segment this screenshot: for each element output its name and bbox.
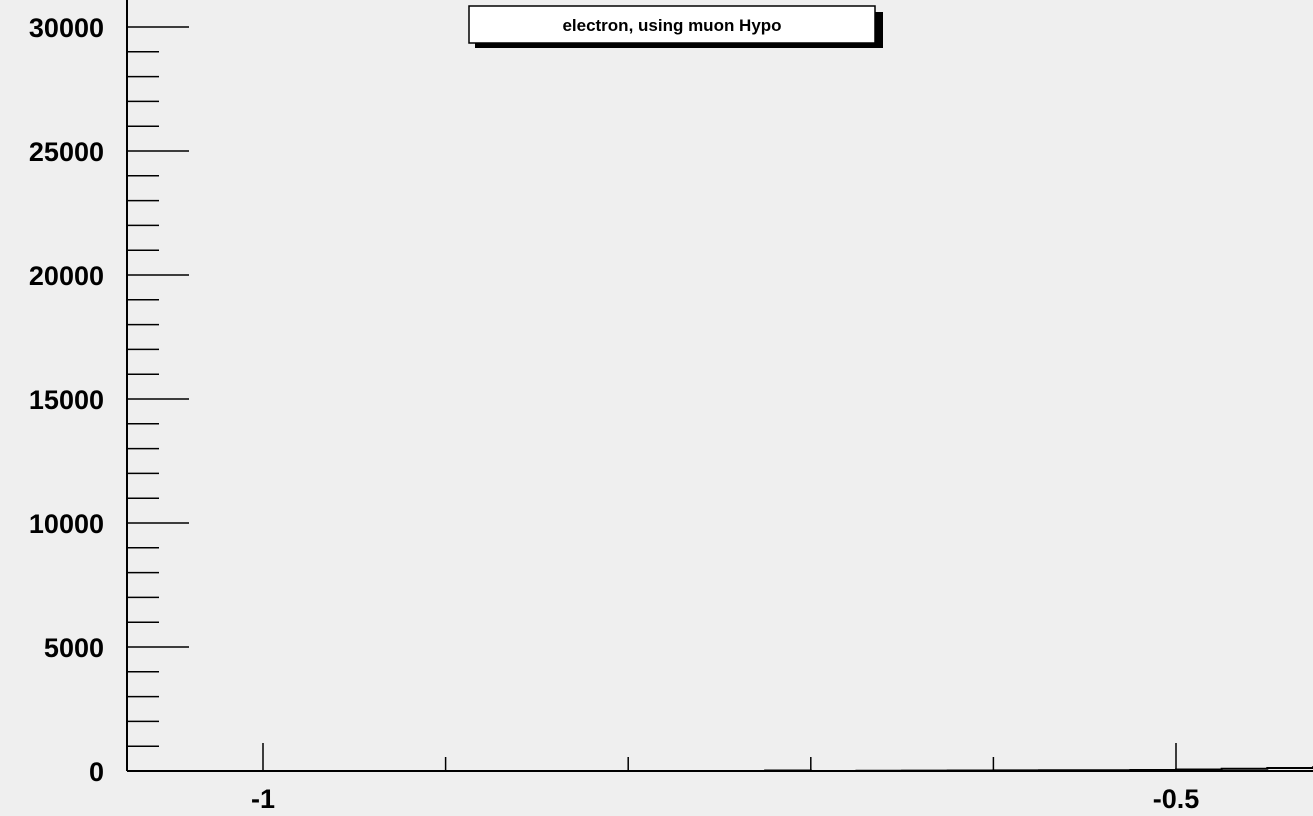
y-tick-label: 5000 xyxy=(44,633,104,663)
x-ticks-group: -1-0.50 xyxy=(251,743,1200,814)
title-box: electron, using muon Hypo xyxy=(468,5,883,48)
y-tick-label: 25000 xyxy=(29,137,104,167)
y-tick-label: 0 xyxy=(89,757,104,787)
x-tick-label: -1 xyxy=(251,784,275,814)
y-tick-label: 15000 xyxy=(29,385,104,415)
histogram-series xyxy=(764,766,1313,772)
x-tick-label: -0.5 xyxy=(1153,784,1200,814)
y-tick-label: 30000 xyxy=(29,13,104,43)
title-box-frame xyxy=(468,5,876,44)
y-ticks-group: 0 5000 10000 15000 20000 25000 30000 xyxy=(29,13,189,787)
chart-title: electron, using muon Hypo xyxy=(562,16,781,35)
y-tick-label: 10000 xyxy=(29,509,104,539)
y-tick-label: 20000 xyxy=(29,261,104,291)
